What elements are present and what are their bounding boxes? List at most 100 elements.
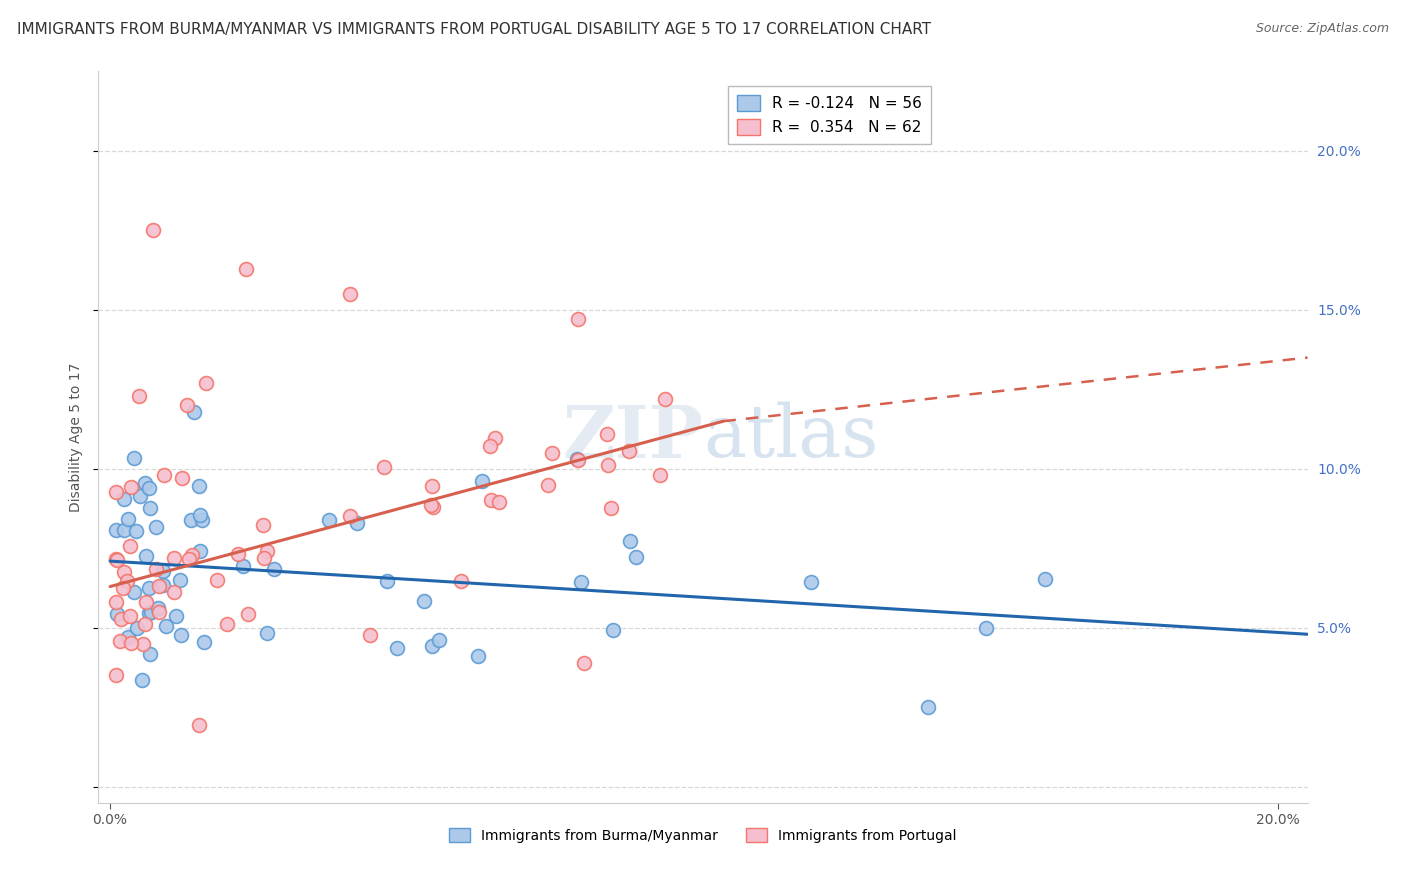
Point xyxy=(195,376,218,390)
Point xyxy=(537,477,560,491)
Point xyxy=(135,549,157,564)
Text: Source: ZipAtlas.com: Source: ZipAtlas.com xyxy=(1256,22,1389,36)
Point xyxy=(318,513,340,527)
Point xyxy=(596,458,619,472)
Point xyxy=(619,533,641,548)
Point xyxy=(132,637,155,651)
Point xyxy=(117,574,139,588)
Point xyxy=(654,392,676,406)
Point xyxy=(190,513,212,527)
Point xyxy=(624,550,647,565)
Point xyxy=(339,287,361,301)
Point xyxy=(188,479,211,493)
Point xyxy=(138,582,160,596)
Point xyxy=(139,647,162,661)
Point xyxy=(165,608,187,623)
Point xyxy=(135,595,157,609)
Point xyxy=(120,539,142,553)
Text: IMMIGRANTS FROM BURMA/MYANMAR VS IMMIGRANTS FROM PORTUGAL DISABILITY AGE 5 TO 17: IMMIGRANTS FROM BURMA/MYANMAR VS IMMIGRA… xyxy=(17,22,931,37)
Point xyxy=(105,607,128,621)
Point xyxy=(193,635,215,649)
Point xyxy=(148,605,170,619)
Point xyxy=(800,574,823,589)
Point xyxy=(373,460,395,475)
Point xyxy=(134,475,156,490)
Point xyxy=(134,617,156,632)
Point xyxy=(256,625,278,640)
Point xyxy=(117,511,139,525)
Point xyxy=(169,628,191,642)
Point xyxy=(420,479,443,493)
Point xyxy=(152,578,174,592)
Point xyxy=(541,446,564,460)
Point xyxy=(974,621,997,635)
Point xyxy=(484,431,506,445)
Point xyxy=(420,640,443,654)
Point xyxy=(205,574,228,588)
Point xyxy=(471,474,494,488)
Point xyxy=(138,606,160,620)
Point xyxy=(346,516,368,530)
Point xyxy=(450,574,472,589)
Point xyxy=(131,673,153,687)
Point xyxy=(253,550,276,565)
Point xyxy=(226,547,249,561)
Point xyxy=(1033,572,1056,586)
Point xyxy=(479,492,502,507)
Point xyxy=(567,452,589,467)
Point xyxy=(385,640,408,655)
Point xyxy=(104,667,127,681)
Point xyxy=(152,468,174,483)
Point xyxy=(125,524,148,538)
Point xyxy=(236,607,259,621)
Point xyxy=(180,513,202,527)
Point xyxy=(163,550,186,565)
Point xyxy=(617,444,640,458)
Point xyxy=(427,633,450,648)
Point xyxy=(110,611,132,625)
Legend: Immigrants from Burma/Myanmar, Immigrants from Portugal: Immigrants from Burma/Myanmar, Immigrant… xyxy=(444,822,962,848)
Point xyxy=(105,553,128,567)
Point xyxy=(127,621,149,635)
Point xyxy=(488,495,510,509)
Point xyxy=(183,404,205,418)
Point xyxy=(256,544,278,558)
Point xyxy=(117,630,139,644)
Point xyxy=(650,467,672,482)
Point xyxy=(112,492,135,507)
Point xyxy=(163,584,186,599)
Point xyxy=(128,489,150,503)
Point xyxy=(339,509,361,524)
Point xyxy=(122,450,145,465)
Point xyxy=(138,481,160,495)
Point xyxy=(375,574,398,589)
Point xyxy=(252,518,274,533)
Point xyxy=(917,699,939,714)
Point xyxy=(359,628,381,642)
Point xyxy=(110,633,132,648)
Point xyxy=(187,718,209,732)
Point xyxy=(104,485,127,500)
Point xyxy=(176,398,198,412)
Point xyxy=(145,562,167,576)
Point xyxy=(569,574,592,589)
Point xyxy=(413,594,436,608)
Point xyxy=(145,520,167,534)
Point xyxy=(420,498,443,512)
Point xyxy=(128,389,150,403)
Point xyxy=(124,585,146,599)
Point xyxy=(121,636,143,650)
Point xyxy=(172,471,194,485)
Point xyxy=(599,501,621,516)
Point xyxy=(217,617,239,632)
Point xyxy=(422,500,444,514)
Point xyxy=(478,439,501,453)
Text: ZIP: ZIP xyxy=(562,401,703,473)
Point xyxy=(190,543,212,558)
Point xyxy=(120,480,142,494)
Y-axis label: Disability Age 5 to 17: Disability Age 5 to 17 xyxy=(69,362,83,512)
Point xyxy=(148,579,170,593)
Point xyxy=(146,600,169,615)
Point xyxy=(112,523,135,537)
Point xyxy=(235,261,257,276)
